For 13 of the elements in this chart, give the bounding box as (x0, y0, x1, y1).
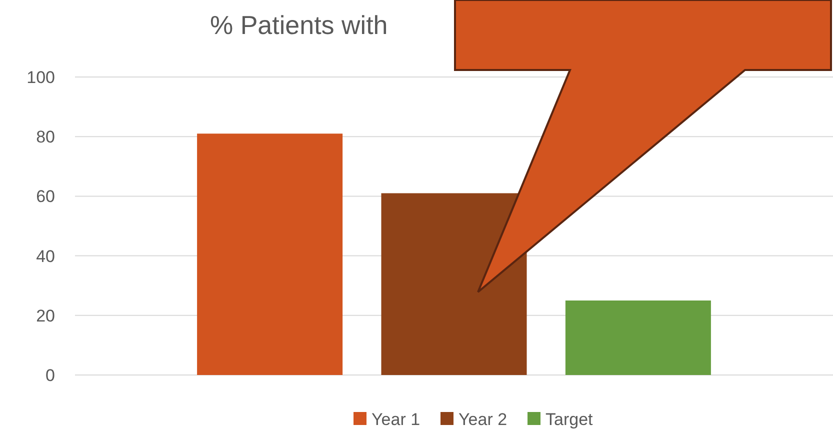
y-tick-label: 0 (46, 366, 55, 385)
y-tick-label: 100 (26, 68, 55, 87)
bar (381, 193, 527, 375)
bar (565, 300, 711, 375)
y-tick-label: 80 (36, 128, 55, 147)
chart-title: % Patients with (210, 10, 388, 40)
bar (197, 134, 343, 375)
y-tick-label: 60 (36, 187, 55, 206)
legend-label: Year 2 (458, 410, 508, 429)
y-tick-label: 40 (36, 246, 55, 266)
legend-label: Target (546, 410, 594, 429)
y-tick-label: 20 (36, 306, 55, 326)
legend-label: Year 1 (372, 410, 420, 429)
